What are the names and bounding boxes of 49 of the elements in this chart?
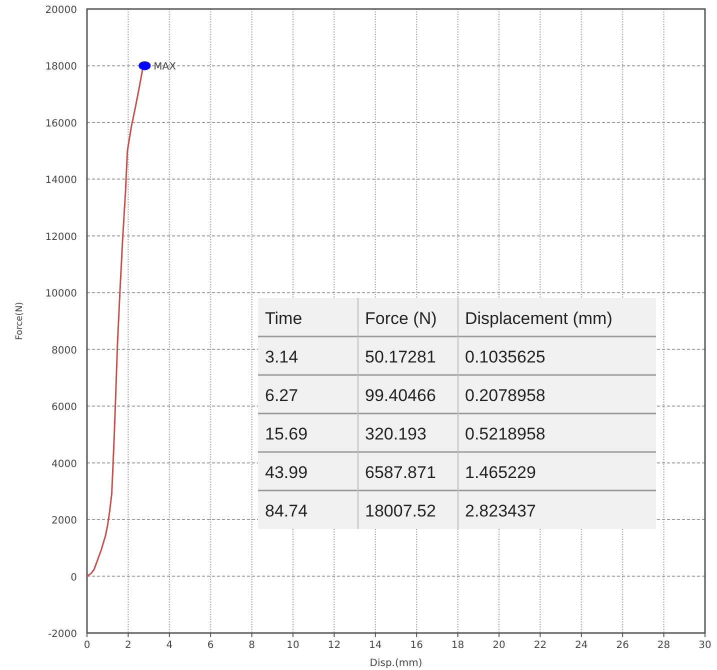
- annotation: MAX: [154, 62, 176, 73]
- x-tick-label: 12: [328, 640, 341, 651]
- y-tick-label: 4000: [52, 458, 77, 470]
- x-tick-label: 28: [657, 640, 670, 651]
- category-label: Force (N): [365, 309, 437, 328]
- y-tick-label: 12000: [45, 232, 77, 243]
- y-tick-label: 20000: [45, 5, 77, 16]
- text: 50.17281: [365, 348, 436, 366]
- y-tick-label: 18000: [45, 62, 77, 73]
- x-tick-label: 14: [369, 640, 382, 651]
- x-tick-label: 4: [166, 640, 173, 651]
- x-tick-label: 24: [575, 640, 588, 651]
- x-axis-title: Disp.(mm): [370, 658, 422, 669]
- text: 1.465229: [465, 463, 536, 482]
- text: 6587.871: [365, 463, 436, 482]
- x-tick-label: 6: [207, 640, 214, 651]
- text: 0.1035625: [465, 348, 546, 366]
- text: 0.2078958: [465, 386, 546, 405]
- category-label: Displacement (mm): [465, 309, 612, 328]
- x-tick-label: 10: [286, 640, 300, 651]
- y-tick-label: 16000: [45, 118, 77, 130]
- text: 84.74: [265, 502, 308, 520]
- x-tick-label: 8: [248, 640, 255, 651]
- text: 6.27: [265, 386, 298, 405]
- text: 2.823437: [465, 502, 536, 520]
- text: 3.14: [265, 348, 298, 366]
- x-tick-label: 16: [410, 640, 423, 651]
- y-axis-title: Force(N): [15, 302, 25, 340]
- x-tick-label: 22: [534, 640, 547, 651]
- text: 99.40466: [365, 386, 436, 405]
- x-tick-label: 0: [84, 640, 90, 651]
- x-tick-label: 20: [492, 640, 506, 651]
- y-tick-label: -2000: [48, 629, 77, 640]
- category-label: Time: [265, 309, 302, 328]
- y-tick-label: 0: [70, 572, 77, 584]
- text: 15.69: [265, 424, 308, 444]
- y-tick-label: 10000: [45, 288, 77, 300]
- text: 43.99: [265, 463, 308, 482]
- text: 18007.52: [365, 502, 436, 520]
- x-tick-label: 18: [451, 640, 464, 651]
- x-tick-label: 30: [698, 640, 712, 651]
- x-tick-label: 2: [125, 640, 132, 651]
- y-tick-label: 14000: [45, 175, 77, 186]
- y-tick-label: 8000: [52, 345, 77, 356]
- y-tick-label: 2000: [52, 516, 77, 527]
- x-tick-label: 26: [616, 640, 629, 651]
- y-tick-label: 6000: [52, 402, 77, 414]
- text: 320.193: [365, 424, 426, 444]
- text: 0.5218958: [465, 424, 546, 444]
